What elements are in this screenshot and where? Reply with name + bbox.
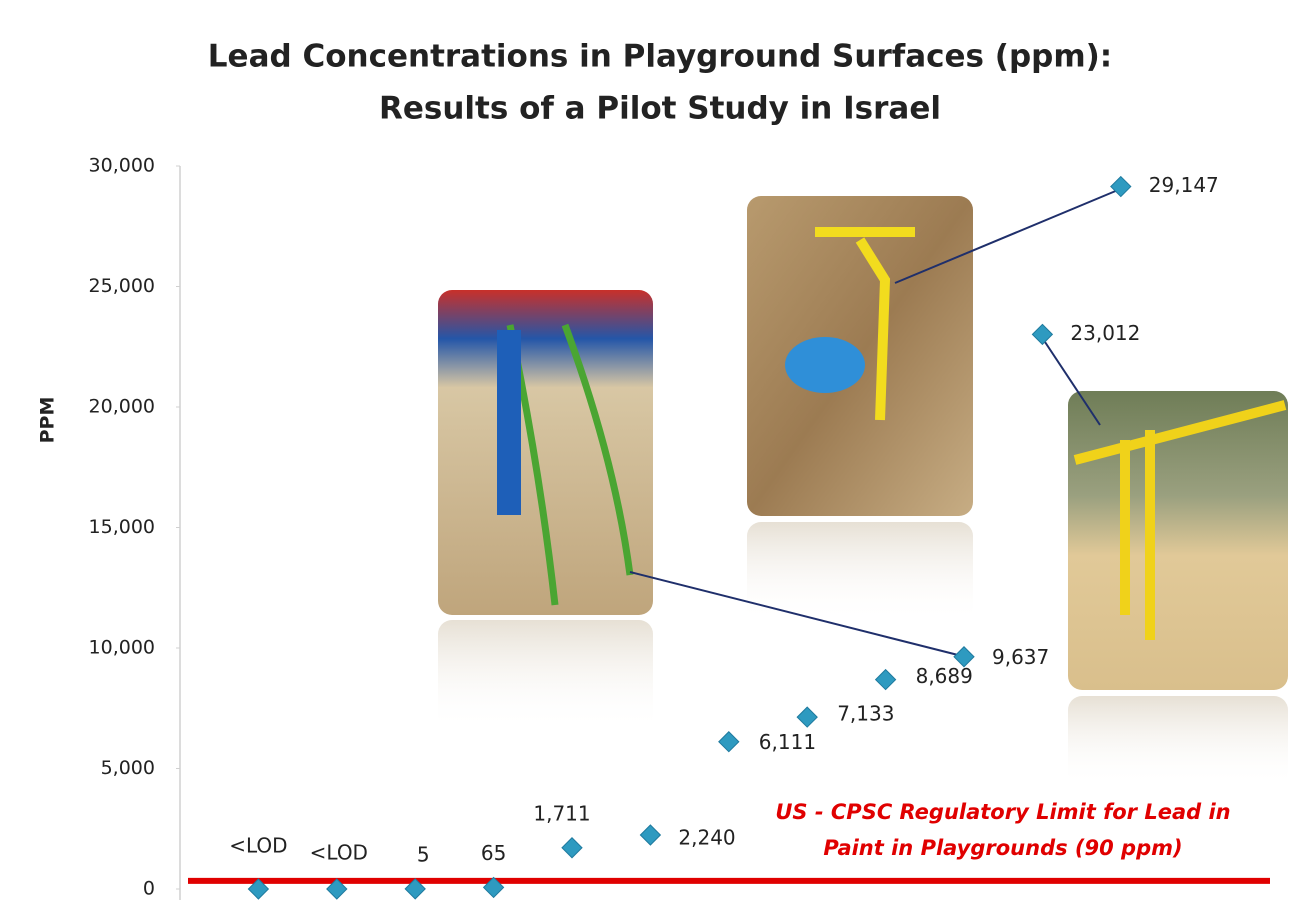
chart-title: Lead Concentrations in Playground Surfac… [208, 39, 1112, 75]
value-label: 1,711 [533, 801, 590, 825]
marker [797, 707, 817, 727]
photos [438, 196, 1288, 786]
y-tick-label: 30,000 [89, 155, 155, 177]
marker [640, 825, 660, 845]
y-tick-label: 10,000 [89, 637, 155, 659]
photo-detail [497, 330, 521, 515]
marker [876, 670, 896, 690]
marker [1032, 324, 1052, 344]
photo-reflection [1068, 696, 1288, 786]
chart-title: Results of a Pilot Study in Israel [379, 91, 941, 127]
reference-label: US - CPSC Regulatory Limit for Lead in [775, 800, 1230, 824]
y-tick-label: 15,000 [89, 516, 155, 538]
y-tick-label: 0 [143, 878, 155, 900]
value-label: 65 [481, 841, 506, 865]
photo-reflection [438, 620, 653, 730]
reference-label: Paint in Playgrounds (90 ppm) [823, 836, 1182, 860]
title: Lead Concentrations in Playground Surfac… [208, 39, 1112, 127]
photo-reflection [747, 522, 973, 622]
value-label: 6,111 [759, 730, 816, 754]
y-tick-label: 25,000 [89, 275, 155, 297]
value-label: <LOD [229, 834, 287, 858]
marker [562, 838, 582, 858]
value-label: 7,133 [837, 702, 894, 726]
value-label: 23,012 [1070, 321, 1140, 345]
photo-ladder [438, 290, 653, 615]
marker [719, 732, 739, 752]
value-label: 5 [417, 842, 430, 866]
value-label: 8,689 [916, 664, 973, 688]
y-tick-label: 5,000 [101, 757, 155, 779]
value-label: 29,147 [1149, 173, 1219, 197]
photo-detail [785, 337, 865, 393]
value-label: <LOD [310, 841, 368, 865]
marker [1111, 177, 1131, 197]
y-axis-label: PPM [37, 397, 59, 444]
value-label: 9,637 [992, 645, 1049, 669]
value-label: 2,240 [678, 826, 735, 850]
chart: Lead Concentrations in Playground Surfac… [0, 0, 1292, 916]
y-tick-label: 20,000 [89, 396, 155, 418]
